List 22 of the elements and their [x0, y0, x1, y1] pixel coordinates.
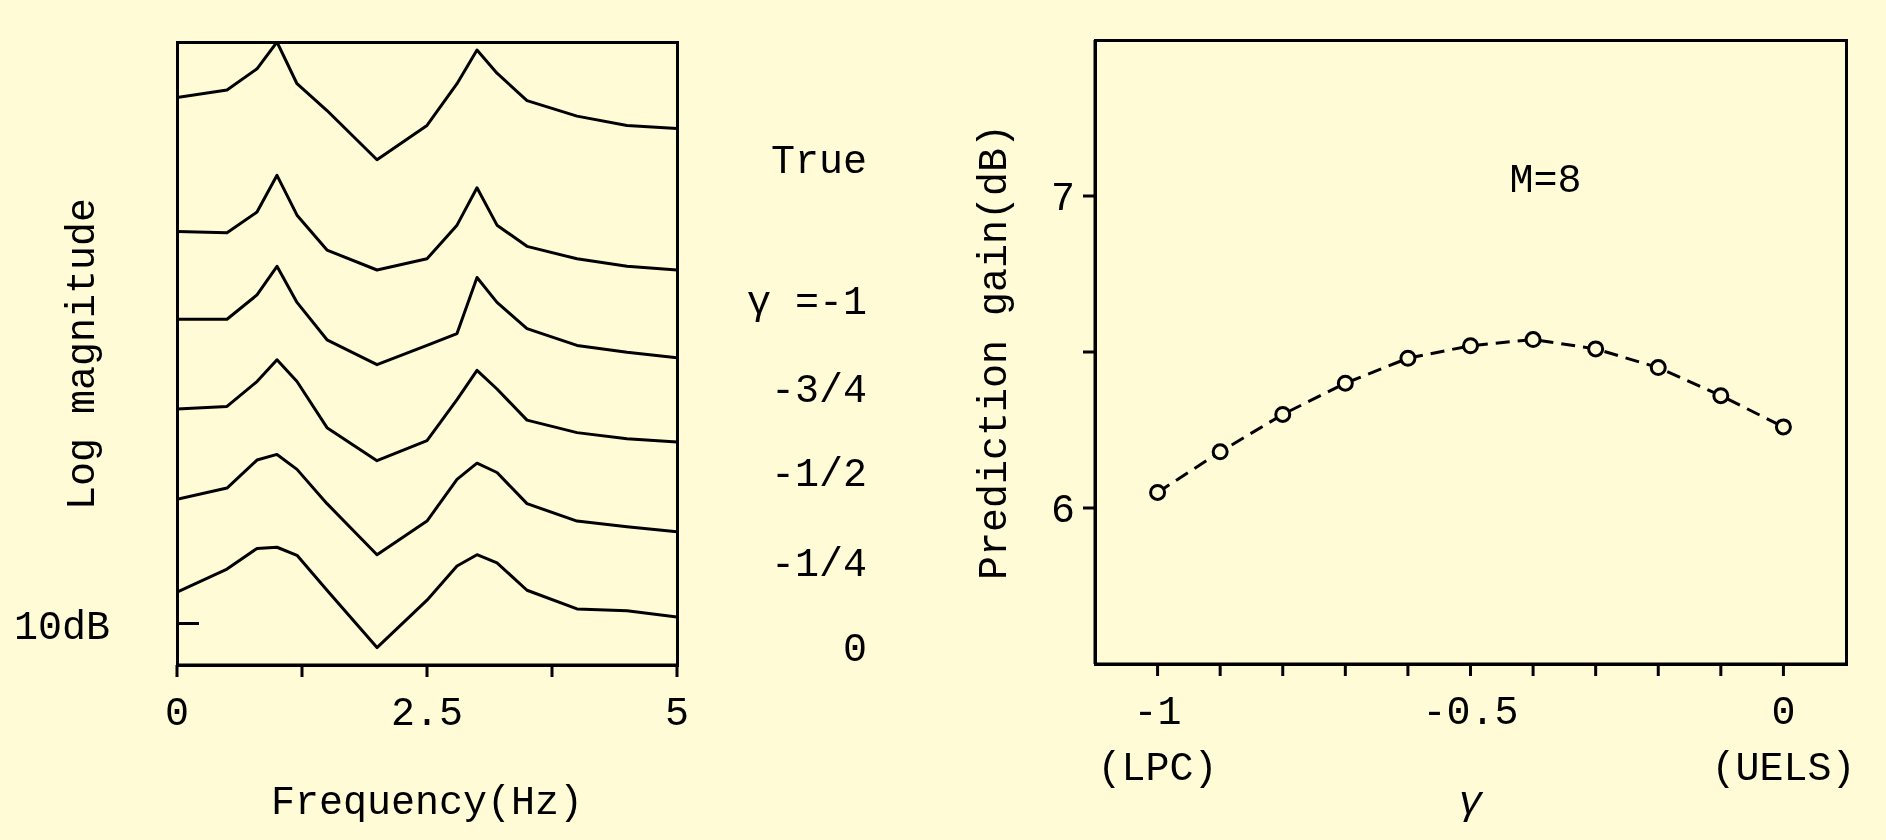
x-tick-label: 2.5: [390, 692, 464, 738]
x-tick-label: 0: [164, 692, 190, 738]
x-tick-label: -0.5: [1422, 691, 1519, 737]
x-axis-title: γ: [1458, 780, 1483, 828]
text: 10dB: [14, 606, 111, 651]
y-tick-label: 7: [1050, 177, 1075, 223]
y-axis-title: Log magnitude: [61, 197, 107, 510]
text: -1/4: [770, 542, 867, 588]
x-tick-label: 0: [1771, 691, 1796, 737]
text: 0: [842, 628, 867, 674]
y-axis-title: Prediction gain(dB): [973, 123, 1019, 581]
x-axis-title: Frequency(Hz): [270, 780, 584, 828]
y-tick-label: 6: [1050, 489, 1075, 535]
annotation: M=8: [1509, 159, 1582, 204]
text: -3/4: [770, 368, 867, 414]
text: True: [770, 139, 867, 185]
text: (UELS): [1711, 747, 1856, 792]
x-tick-label: -1: [1133, 691, 1182, 737]
x-tick-label: 5: [664, 692, 690, 738]
text: (LPC): [1097, 747, 1218, 792]
text: -1/2: [770, 452, 867, 498]
series-label: γ =-1: [746, 281, 867, 327]
